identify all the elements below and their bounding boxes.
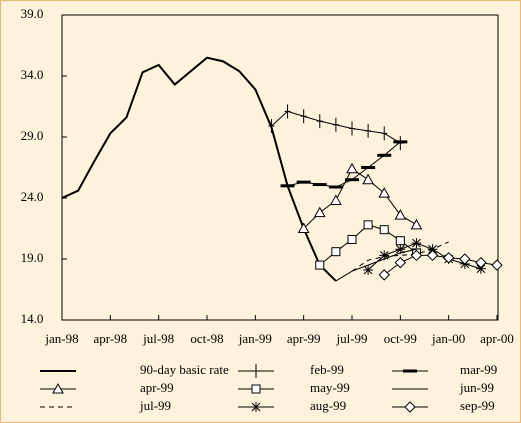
marker <box>365 123 372 138</box>
legend-marker <box>253 364 259 378</box>
marker <box>475 256 487 269</box>
marker <box>491 259 503 271</box>
marker <box>363 220 373 230</box>
series-line <box>61 56 337 282</box>
x-tick-label: oct-98 <box>190 331 223 346</box>
marker <box>411 238 422 249</box>
marker <box>395 236 405 246</box>
marker <box>315 260 325 270</box>
marker <box>346 162 358 174</box>
marker <box>331 247 341 257</box>
x-tick-label: jan-98 <box>44 331 78 346</box>
marker <box>363 264 374 275</box>
marker <box>330 194 342 205</box>
x-tick-label: jan-99 <box>238 331 272 346</box>
legend-marker <box>251 384 261 394</box>
y-tick-label: 39.0 <box>21 6 44 21</box>
marker <box>313 206 326 218</box>
marker <box>297 222 310 233</box>
marker <box>394 209 407 220</box>
marker <box>379 225 389 235</box>
marker <box>410 218 423 230</box>
legend-label: jul-99 <box>139 398 171 413</box>
marker <box>378 187 391 198</box>
legend-label: jun-99 <box>459 380 494 395</box>
legend-label: feb-99 <box>310 362 344 377</box>
marker <box>349 121 355 136</box>
marker <box>410 249 423 262</box>
marker <box>427 244 438 255</box>
marker <box>379 250 390 261</box>
y-tick-label: 19.0 <box>21 250 44 265</box>
y-tick-label: 29.0 <box>21 128 44 143</box>
legend-marker <box>404 401 416 413</box>
marker <box>300 109 307 124</box>
legend-label: sep-99 <box>460 398 495 413</box>
marker <box>332 117 339 132</box>
x-tick-label: apr-00 <box>480 331 514 346</box>
plot-frame <box>61 14 499 321</box>
legend-label: mar-99 <box>460 362 497 377</box>
marker <box>426 249 439 262</box>
legend-label: may-99 <box>310 380 350 395</box>
marker <box>475 263 486 274</box>
x-tick-label: jan-00 <box>431 331 465 346</box>
legend-label: aug-99 <box>310 398 346 413</box>
marker <box>362 173 374 185</box>
x-tick-label: jul-98 <box>142 331 174 346</box>
marker <box>316 114 323 129</box>
marker <box>394 256 407 269</box>
legend-label: apr-99 <box>140 380 174 395</box>
legend-marker <box>52 382 64 394</box>
x-tick-label: jul-99 <box>335 331 367 346</box>
y-tick-label: 14.0 <box>21 311 44 326</box>
legend-marker <box>251 402 261 412</box>
marker <box>381 126 388 141</box>
marker <box>395 244 406 255</box>
legend-label: 90-day basic rate <box>140 362 229 377</box>
marker <box>347 234 357 244</box>
y-tick-label: 24.0 <box>21 189 44 204</box>
marker <box>268 119 275 134</box>
x-tick-label: oct-99 <box>384 331 417 346</box>
x-tick-label: apr-98 <box>93 331 127 346</box>
marker <box>284 104 291 119</box>
series-line <box>303 167 417 229</box>
marker <box>378 269 390 281</box>
series-line <box>367 242 482 271</box>
x-tick-label: apr-99 <box>287 331 321 346</box>
marker <box>442 252 455 264</box>
y-tick-label: 34.0 <box>21 67 44 82</box>
marker <box>459 253 471 265</box>
